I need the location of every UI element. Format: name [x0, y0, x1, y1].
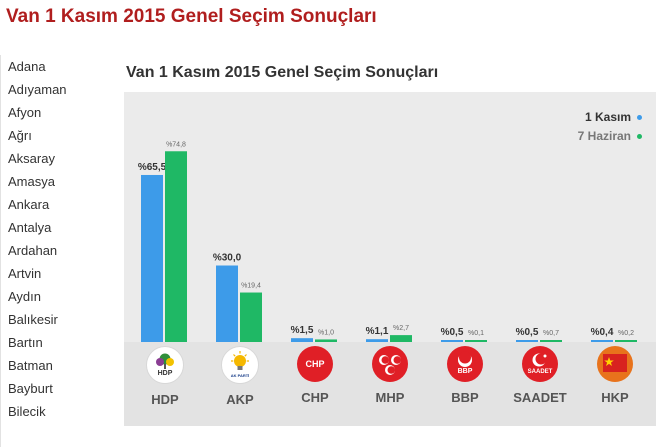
bar-hkp-7-haziran[interactable]	[615, 340, 637, 342]
party-name-hdp: HDP	[151, 392, 179, 407]
sidebar-item-adana[interactable]: Adana	[8, 59, 46, 74]
party-name-hkp: HKP	[601, 390, 629, 405]
legend-label-7-haziran: 7 Haziran	[577, 129, 631, 143]
sidebar-item-amasya[interactable]: Amasya	[8, 174, 55, 189]
legend-item-1-kasim[interactable]: 1 Kasım	[578, 108, 642, 127]
party-name-chp: CHP	[301, 390, 329, 405]
sidebar-item-aydin[interactable]: Aydın	[8, 289, 42, 304]
bar-hdp-7-haziran[interactable]	[165, 151, 187, 342]
sidebar-item-batman[interactable]: Batman	[8, 358, 53, 373]
sidebar-item-antalya[interactable]: Antalya	[8, 220, 52, 235]
party-name-saadet: SAADET	[513, 390, 567, 405]
results-chart: %65,5 %74,8 %30,0 %19,4 %1,5 %1,0 %1,1 %2,7 %0,5…	[124, 92, 656, 426]
sidebar-item-ankara[interactable]: Ankara	[8, 197, 50, 212]
hdp-logo-text: HDP	[157, 370, 173, 377]
hdp-logo: HDP	[146, 346, 184, 384]
sidebar-item-ardahan[interactable]: Ardahan	[8, 243, 58, 258]
crescent-icon	[379, 355, 402, 375]
bbp-logo: BBP	[447, 346, 483, 382]
chp-logo-text: CHP	[305, 359, 325, 369]
data-label-hdp-1-kasim: %65,5	[138, 162, 167, 173]
data-label-mhp-7-haziran: %2,7	[393, 325, 409, 332]
akp-logo: AK PARTİ	[221, 346, 259, 384]
hkp-logo	[597, 346, 633, 382]
legend-dot-green	[637, 134, 642, 140]
party-chp: CHP CHP	[283, 346, 347, 405]
bar-hkp-1-kasim[interactable]	[591, 340, 613, 342]
bar-mhp-7-haziran[interactable]	[390, 335, 412, 342]
data-label-hdp-7-haziran: %74,8	[166, 141, 186, 148]
saadet-logo-text: SAADET	[527, 369, 553, 375]
sidebar-item-agri[interactable]: Ağrı	[8, 128, 32, 143]
chp-logo: CHP	[297, 346, 333, 382]
party-saadet: SAADET SAADET	[508, 346, 572, 405]
data-label-saadet-7-haziran: %0,7	[543, 330, 559, 337]
bar-bbp-7-haziran[interactable]	[465, 340, 487, 342]
chart-legend: 1 Kasım 7 Haziran	[578, 108, 642, 146]
sidebar-item-balikesir[interactable]: Balıkesir	[8, 312, 58, 327]
hdp-tree-icon	[156, 353, 174, 369]
data-label-chp-7-haziran: %1,0	[318, 329, 334, 336]
sidebar-item-bilecik[interactable]: Bilecik	[8, 404, 46, 419]
sidebar-item-artvin[interactable]: Artvin	[8, 266, 42, 281]
data-label-akp-7-haziran: %19,4	[241, 283, 261, 290]
party-akp: AK PARTİ AKP	[208, 346, 272, 407]
data-label-saadet-1-kasim: %0,5	[516, 327, 539, 338]
data-label-hkp-7-haziran: %0,2	[618, 330, 634, 337]
sidebar-item-afyon[interactable]: Afyon	[8, 105, 42, 120]
party-name-mhp: MHP	[375, 390, 405, 405]
city-list: Adana Adıyaman Afyon Ağrı Aksaray Amasya…	[0, 55, 105, 447]
akp-logo-text: AK PARTİ	[230, 373, 250, 378]
bar-chart-svg: %65,5 %74,8 %30,0 %19,4 %1,5 %1,0 %1,1 %2,7 %0,5…	[138, 141, 637, 343]
mhp-logo	[372, 346, 408, 382]
bbp-logo-text: BBP	[457, 368, 473, 375]
legend-label-1-kasim: 1 Kasım	[584, 110, 631, 124]
bar-hdp-1-kasim[interactable]	[141, 174, 163, 342]
lightbulb-icon	[231, 351, 249, 370]
bar-saadet-7-haziran[interactable]	[540, 340, 562, 342]
sidebar-item-bartin[interactable]: Bartın	[8, 335, 43, 350]
bar-chp-7-haziran[interactable]	[315, 339, 337, 342]
data-label-mhp-1-kasim: %1,1	[366, 326, 389, 337]
data-label-akp-1-kasim: %30,0	[213, 253, 242, 264]
bar-akp-7-haziran[interactable]	[240, 292, 262, 342]
party-mhp: MHP	[358, 346, 422, 405]
party-bbp: BBP BBP	[433, 346, 497, 405]
bar-saadet-1-kasim[interactable]	[516, 340, 538, 342]
saadet-logo: SAADET	[522, 346, 558, 382]
party-hdp: HDP HDP	[133, 346, 197, 407]
data-label-bbp-1-kasim: %0,5	[441, 327, 464, 338]
legend-item-7-haziran[interactable]: 7 Haziran	[578, 127, 642, 146]
page-title: Van 1 Kasım 2015 Genel Seçim Sonuçları	[6, 6, 377, 27]
sidebar-item-adiyaman[interactable]: Adıyaman	[8, 82, 67, 97]
party-name-akp: AKP	[226, 392, 254, 407]
legend-dot-blue	[637, 115, 642, 121]
party-name-bbp: BBP	[451, 390, 479, 405]
bbp-crescent-icon	[458, 351, 472, 367]
data-label-hkp-1-kasim: %0,4	[591, 327, 614, 338]
data-label-bbp-7-haziran: %0,1	[468, 330, 484, 337]
bar-bbp-1-kasim[interactable]	[441, 340, 463, 342]
saadet-crescent-icon	[532, 353, 547, 367]
sidebar-item-bayburt[interactable]: Bayburt	[8, 381, 53, 396]
sidebar-item-aksaray[interactable]: Aksaray	[8, 151, 55, 166]
party-hkp: HKP	[583, 346, 647, 405]
bar-mhp-1-kasim[interactable]	[366, 339, 388, 342]
bar-chp-1-kasim[interactable]	[291, 338, 313, 342]
star-icon	[603, 354, 627, 372]
data-label-chp-1-kasim: %1,5	[291, 325, 314, 336]
chart-title: Van 1 Kasım 2015 Genel Seçim Sonuçları	[126, 64, 439, 81]
bar-akp-1-kasim[interactable]	[216, 265, 238, 343]
